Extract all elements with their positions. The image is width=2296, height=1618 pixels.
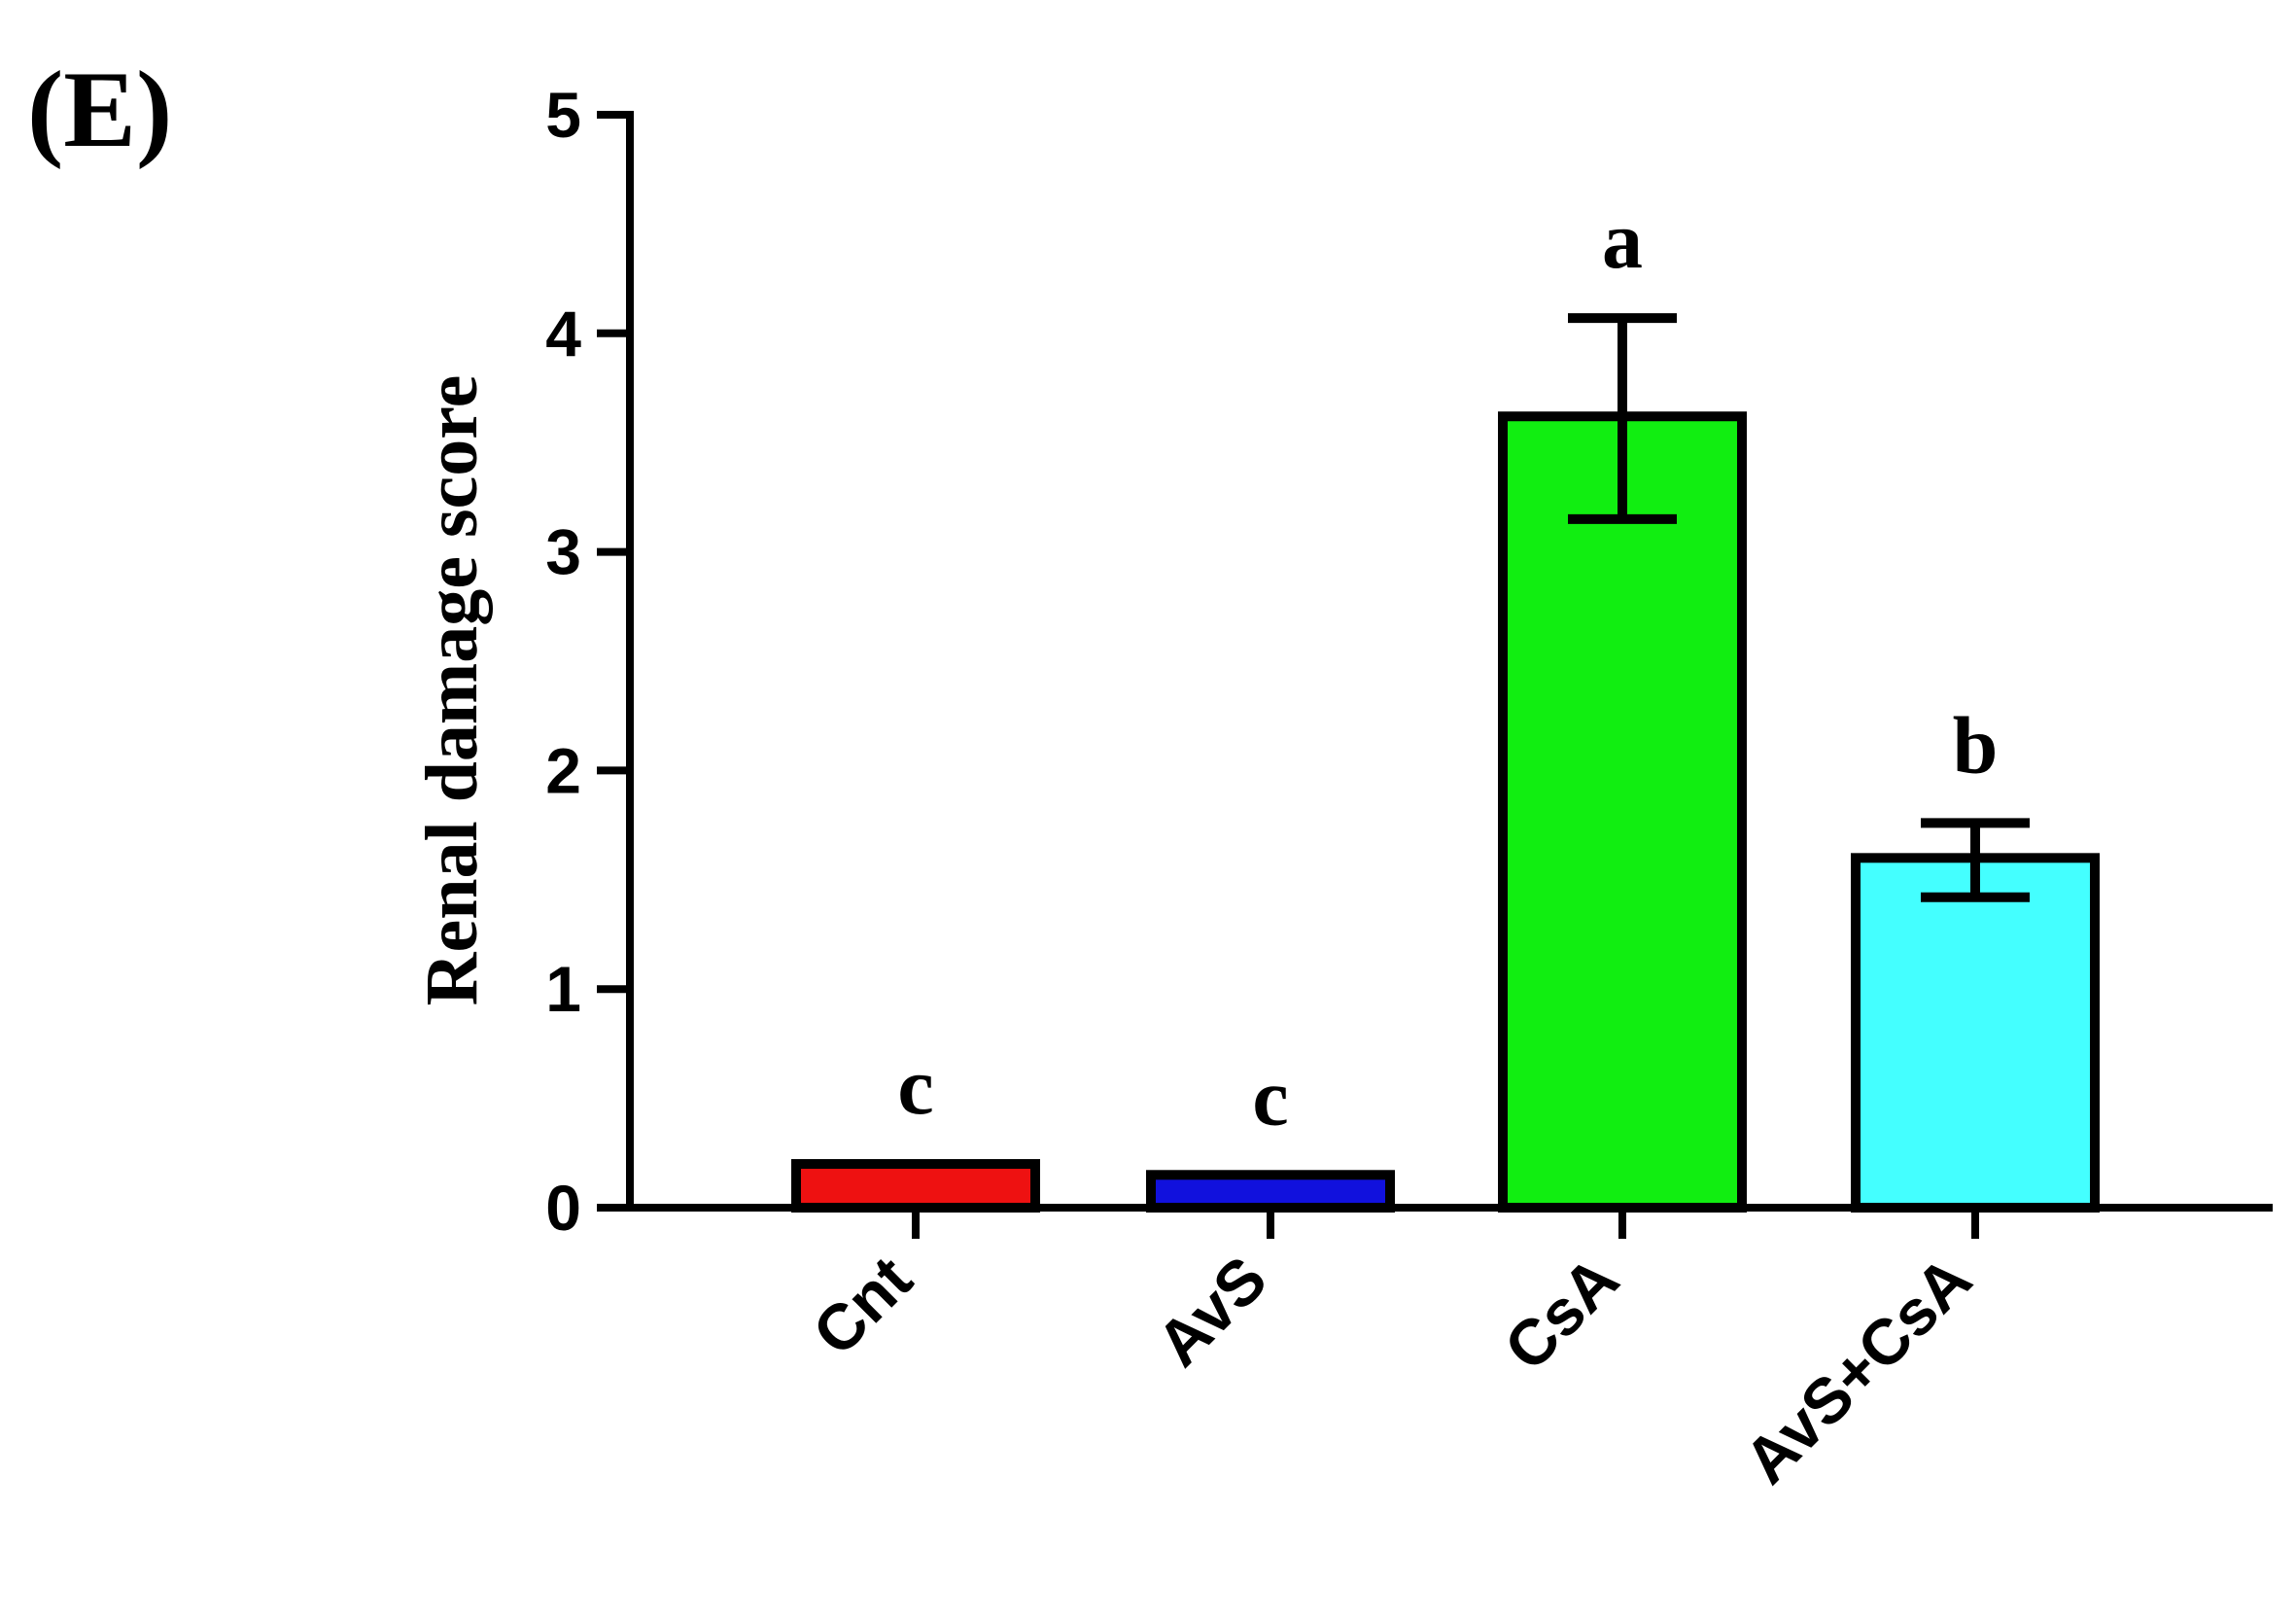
x-category-label: CsA [1490, 1243, 1632, 1385]
x-category-label: AvS [1143, 1243, 1280, 1380]
bars [791, 411, 2100, 1214]
panel-label: (E) [27, 50, 172, 170]
x-category-label: AvS+CsA [1730, 1243, 1985, 1497]
y-tick-label: 0 [545, 1172, 581, 1244]
y-tick-label: 3 [545, 516, 581, 588]
significance-letter: a [1602, 195, 1643, 286]
y-tick-label: 2 [545, 734, 581, 806]
y-tick-label: 4 [545, 298, 581, 369]
bar-csa [1498, 411, 1747, 1213]
bar-avs [1146, 1170, 1395, 1214]
y-axis-title: Renal damage score [411, 375, 493, 1006]
bar-cnt [791, 1159, 1040, 1214]
significance-letter: b [1953, 700, 1999, 791]
bar-avs-csa [1851, 853, 2100, 1213]
significance-letter: c [897, 1041, 933, 1132]
x-category-label: Cnt [799, 1243, 925, 1369]
error-bars [1568, 313, 2030, 902]
x-axis-labels: Cnt AvS CsA AvS+CsA [799, 1208, 1985, 1497]
significance-letter: c [1252, 1052, 1288, 1143]
y-tick-label: 5 [545, 79, 581, 151]
significance-letters: c c a b [897, 195, 1998, 1143]
y-tick-label: 1 [545, 953, 581, 1025]
y-axis-ticks: 0 1 2 3 4 5 [545, 79, 630, 1244]
